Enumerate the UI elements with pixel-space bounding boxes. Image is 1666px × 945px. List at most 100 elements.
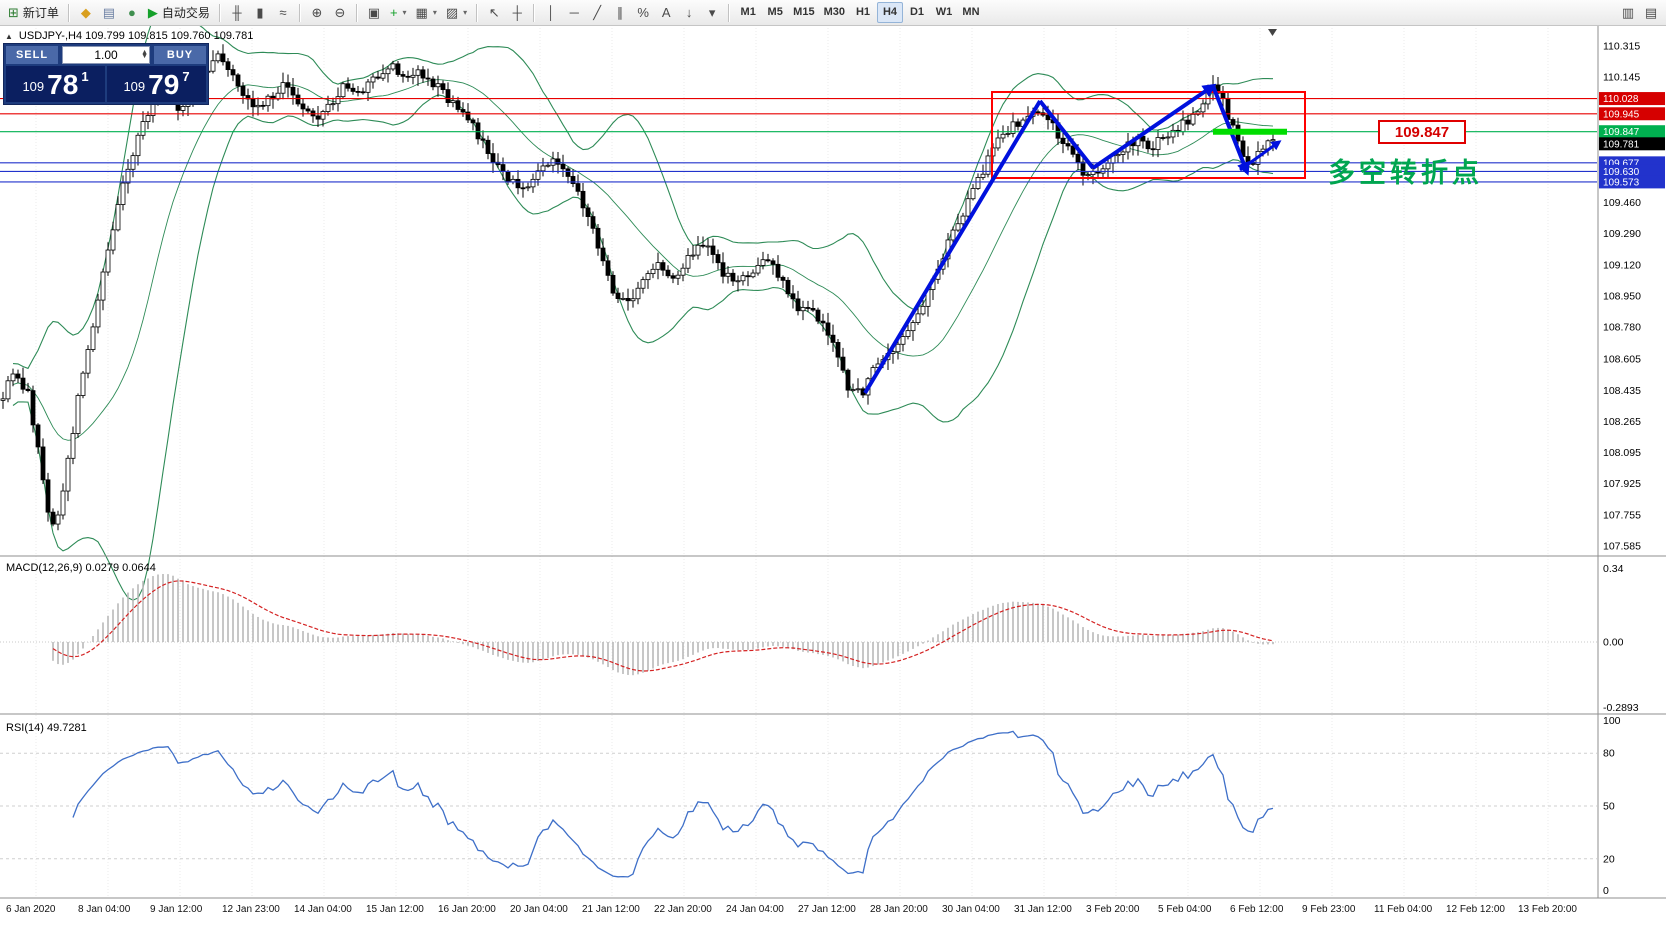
autotrading-button[interactable]: ▶ 自动交易 <box>144 2 214 23</box>
time-axis-label: 6 Feb 12:00 <box>1230 904 1284 915</box>
time-axis-label: 5 Feb 04:00 <box>1158 904 1212 915</box>
chart-shift-marker[interactable] <box>1268 29 1277 36</box>
buy-price-big: 79 <box>148 68 180 100</box>
price-annotation[interactable]: 109.847 <box>1378 120 1466 144</box>
trendline-icon[interactable]: ╱ <box>586 2 608 23</box>
rsi-axis-label: 0 <box>1603 885 1609 897</box>
candlestick-chart-type-icon[interactable]: ▮ <box>249 2 271 23</box>
crosshair-icon[interactable]: ┼ <box>506 2 528 23</box>
autotrading-icon: ▶ <box>147 5 158 20</box>
time-axis-label: 9 Feb 23:00 <box>1302 904 1356 915</box>
price-axis-label: 108.435 <box>1603 385 1641 397</box>
trendline-icon: ╱ <box>593 5 602 20</box>
community-icon[interactable]: ● <box>121 2 143 23</box>
volume-down-icon[interactable]: ▼ <box>141 53 148 60</box>
dropdown-arrow-icon[interactable]: ▾ <box>402 7 407 17</box>
annotation-layer[interactable] <box>0 83 1597 395</box>
objects-dropdown-icon[interactable]: ▾ <box>701 2 723 23</box>
dropdown-arrow-icon[interactable]: ▾ <box>432 7 437 17</box>
timeframe-m30-button[interactable]: M30 <box>823 6 845 18</box>
buy-price-pip: 7 <box>182 69 190 84</box>
bar-chart-type-icon[interactable]: ╫ <box>226 2 248 23</box>
trend-zigzag-segment[interactable] <box>863 99 1042 395</box>
timeframe-mn-button[interactable]: MN <box>962 6 980 18</box>
line-chart-type-icon[interactable]: ≈ <box>272 2 294 23</box>
timeframe-m15-button[interactable]: M15 <box>793 6 815 18</box>
timeframe-h4-button[interactable]: H4 <box>876 2 903 23</box>
price-tag-109.573 <box>1599 175 1665 189</box>
toolbar-group: ◆ ▤ ● ▶ 自动交易 <box>75 2 214 23</box>
float-window-icon[interactable]: ▤ <box>1640 2 1662 23</box>
collapse-trade-panel-icon[interactable]: ▲ <box>5 31 13 41</box>
trend-zigzag-segment[interactable] <box>1038 99 1095 170</box>
time-axis-label: 12 Jan 23:00 <box>222 904 280 915</box>
volume-input[interactable]: 1.00 ▲ ▼ <box>62 46 150 64</box>
data-window-icon[interactable]: ▤ <box>98 2 120 23</box>
mini-arrow[interactable] <box>1239 140 1282 172</box>
trend-zigzag-segment[interactable] <box>1091 83 1217 170</box>
toolbar-separator <box>298 3 301 22</box>
turning-point-annotation[interactable]: 多空转折点 <box>1328 158 1483 188</box>
tile-windows-icon[interactable]: ▣ <box>363 2 385 23</box>
channel-icon[interactable]: ∥ <box>609 2 631 23</box>
rsi-axis-label: 100 <box>1603 715 1621 727</box>
timeframe-d1-button[interactable]: D1 <box>909 6 925 18</box>
annotation-rectangle[interactable] <box>991 91 1306 179</box>
toolbar-group: ⊕ ⊖ <box>306 2 351 23</box>
new-order-button[interactable]: ⊞ 新订单 <box>4 2 63 23</box>
fibonacci-icon: % <box>637 5 649 20</box>
periods-icon[interactable]: ▦ ▾ <box>412 2 441 23</box>
time-axis-label: 16 Jan 20:00 <box>438 904 496 915</box>
zoom-out-icon[interactable]: ⊖ <box>329 2 351 23</box>
timeframe-w1-button[interactable]: W1 <box>935 6 953 18</box>
toolbar: ⊞ 新订单 ◆ ▤ ● ▶ 自动交易 ╫ ▮ ≈ ⊕ ⊖ ▣ + ▾ ▦ ▾ ▨ ▾ ↖ ┼ │ ─ ╱ ∥% A ↓ ▾ M1 M5 M1… <box>0 0 1666 26</box>
price-axis-label: 108.265 <box>1603 416 1641 428</box>
indicators-icon[interactable]: + ▾ <box>386 2 411 23</box>
time-axis-label: 13 Feb 20:00 <box>1518 904 1577 915</box>
zoom-in-icon: ⊕ <box>311 5 323 20</box>
vertical-line-icon[interactable]: │ <box>540 2 562 23</box>
timeframe-m5-button[interactable]: M5 <box>767 6 783 18</box>
timeframe-h1-button[interactable]: H1 <box>855 6 871 18</box>
rsi-axis-label: 50 <box>1603 801 1615 813</box>
dropdown-arrow-icon[interactable]: ▾ <box>463 7 468 17</box>
macd-signal-line <box>52 580 1274 672</box>
price-axis-label: 108.950 <box>1603 291 1641 303</box>
price-axis-label: 110.145 <box>1603 72 1640 84</box>
dock-window-icon[interactable]: ▥ <box>1617 2 1639 23</box>
vertical-line-icon: │ <box>547 5 556 20</box>
market-watch-icon[interactable]: ◆ <box>75 2 97 23</box>
sell-header: SELL <box>6 46 58 64</box>
timeframe-group: M1 M5 M15 M30 H1 H4 D1 W1 MN <box>735 2 984 23</box>
buy-button[interactable]: 109 79 7 <box>107 66 206 102</box>
main-chart-layer <box>0 0 1276 601</box>
price-tag-109.781 <box>1599 137 1665 151</box>
bollinger-lower-line <box>12 94 1274 601</box>
macd-axis-label: 0.34 <box>1603 563 1624 575</box>
time-axis-label: 8 Jan 04:00 <box>78 904 131 915</box>
horizontal-line-icon[interactable]: ─ <box>563 2 585 23</box>
zoom-in-icon[interactable]: ⊕ <box>306 2 328 23</box>
bar-chart-type-icon: ╫ <box>232 5 242 20</box>
sell-price-big: 78 <box>47 68 79 100</box>
channel-icon: ∥ <box>616 5 624 20</box>
text-icon[interactable]: A <box>655 2 677 23</box>
toolbar-separator <box>476 3 479 22</box>
cursor-icon[interactable]: ↖ <box>483 2 505 23</box>
arrow-label-icon[interactable]: ↓ <box>678 2 700 23</box>
time-axis-label: 11 Feb 04:00 <box>1374 904 1433 915</box>
volume-up-icon[interactable]: ▲ <box>141 48 148 56</box>
horizontal-line-icon: ─ <box>569 5 579 20</box>
toolbar-separator <box>218 3 221 22</box>
templates-icon[interactable]: ▨ ▾ <box>442 2 471 23</box>
fibonacci-icon[interactable]: % <box>632 2 654 23</box>
sell-button[interactable]: 109 78 1 <box>6 66 105 102</box>
symbol-ohlc-text: USDJPY-,H4 109.799 109.815 109.760 109.7… <box>18 30 254 42</box>
timeframe-m1-button[interactable]: M1 <box>740 6 756 18</box>
crosshair-icon: ┼ <box>512 5 522 20</box>
bollinger-middle-line <box>12 79 1274 441</box>
price-axis-label: 107.925 <box>1603 478 1641 490</box>
sell-price-pip: 1 <box>81 69 89 84</box>
